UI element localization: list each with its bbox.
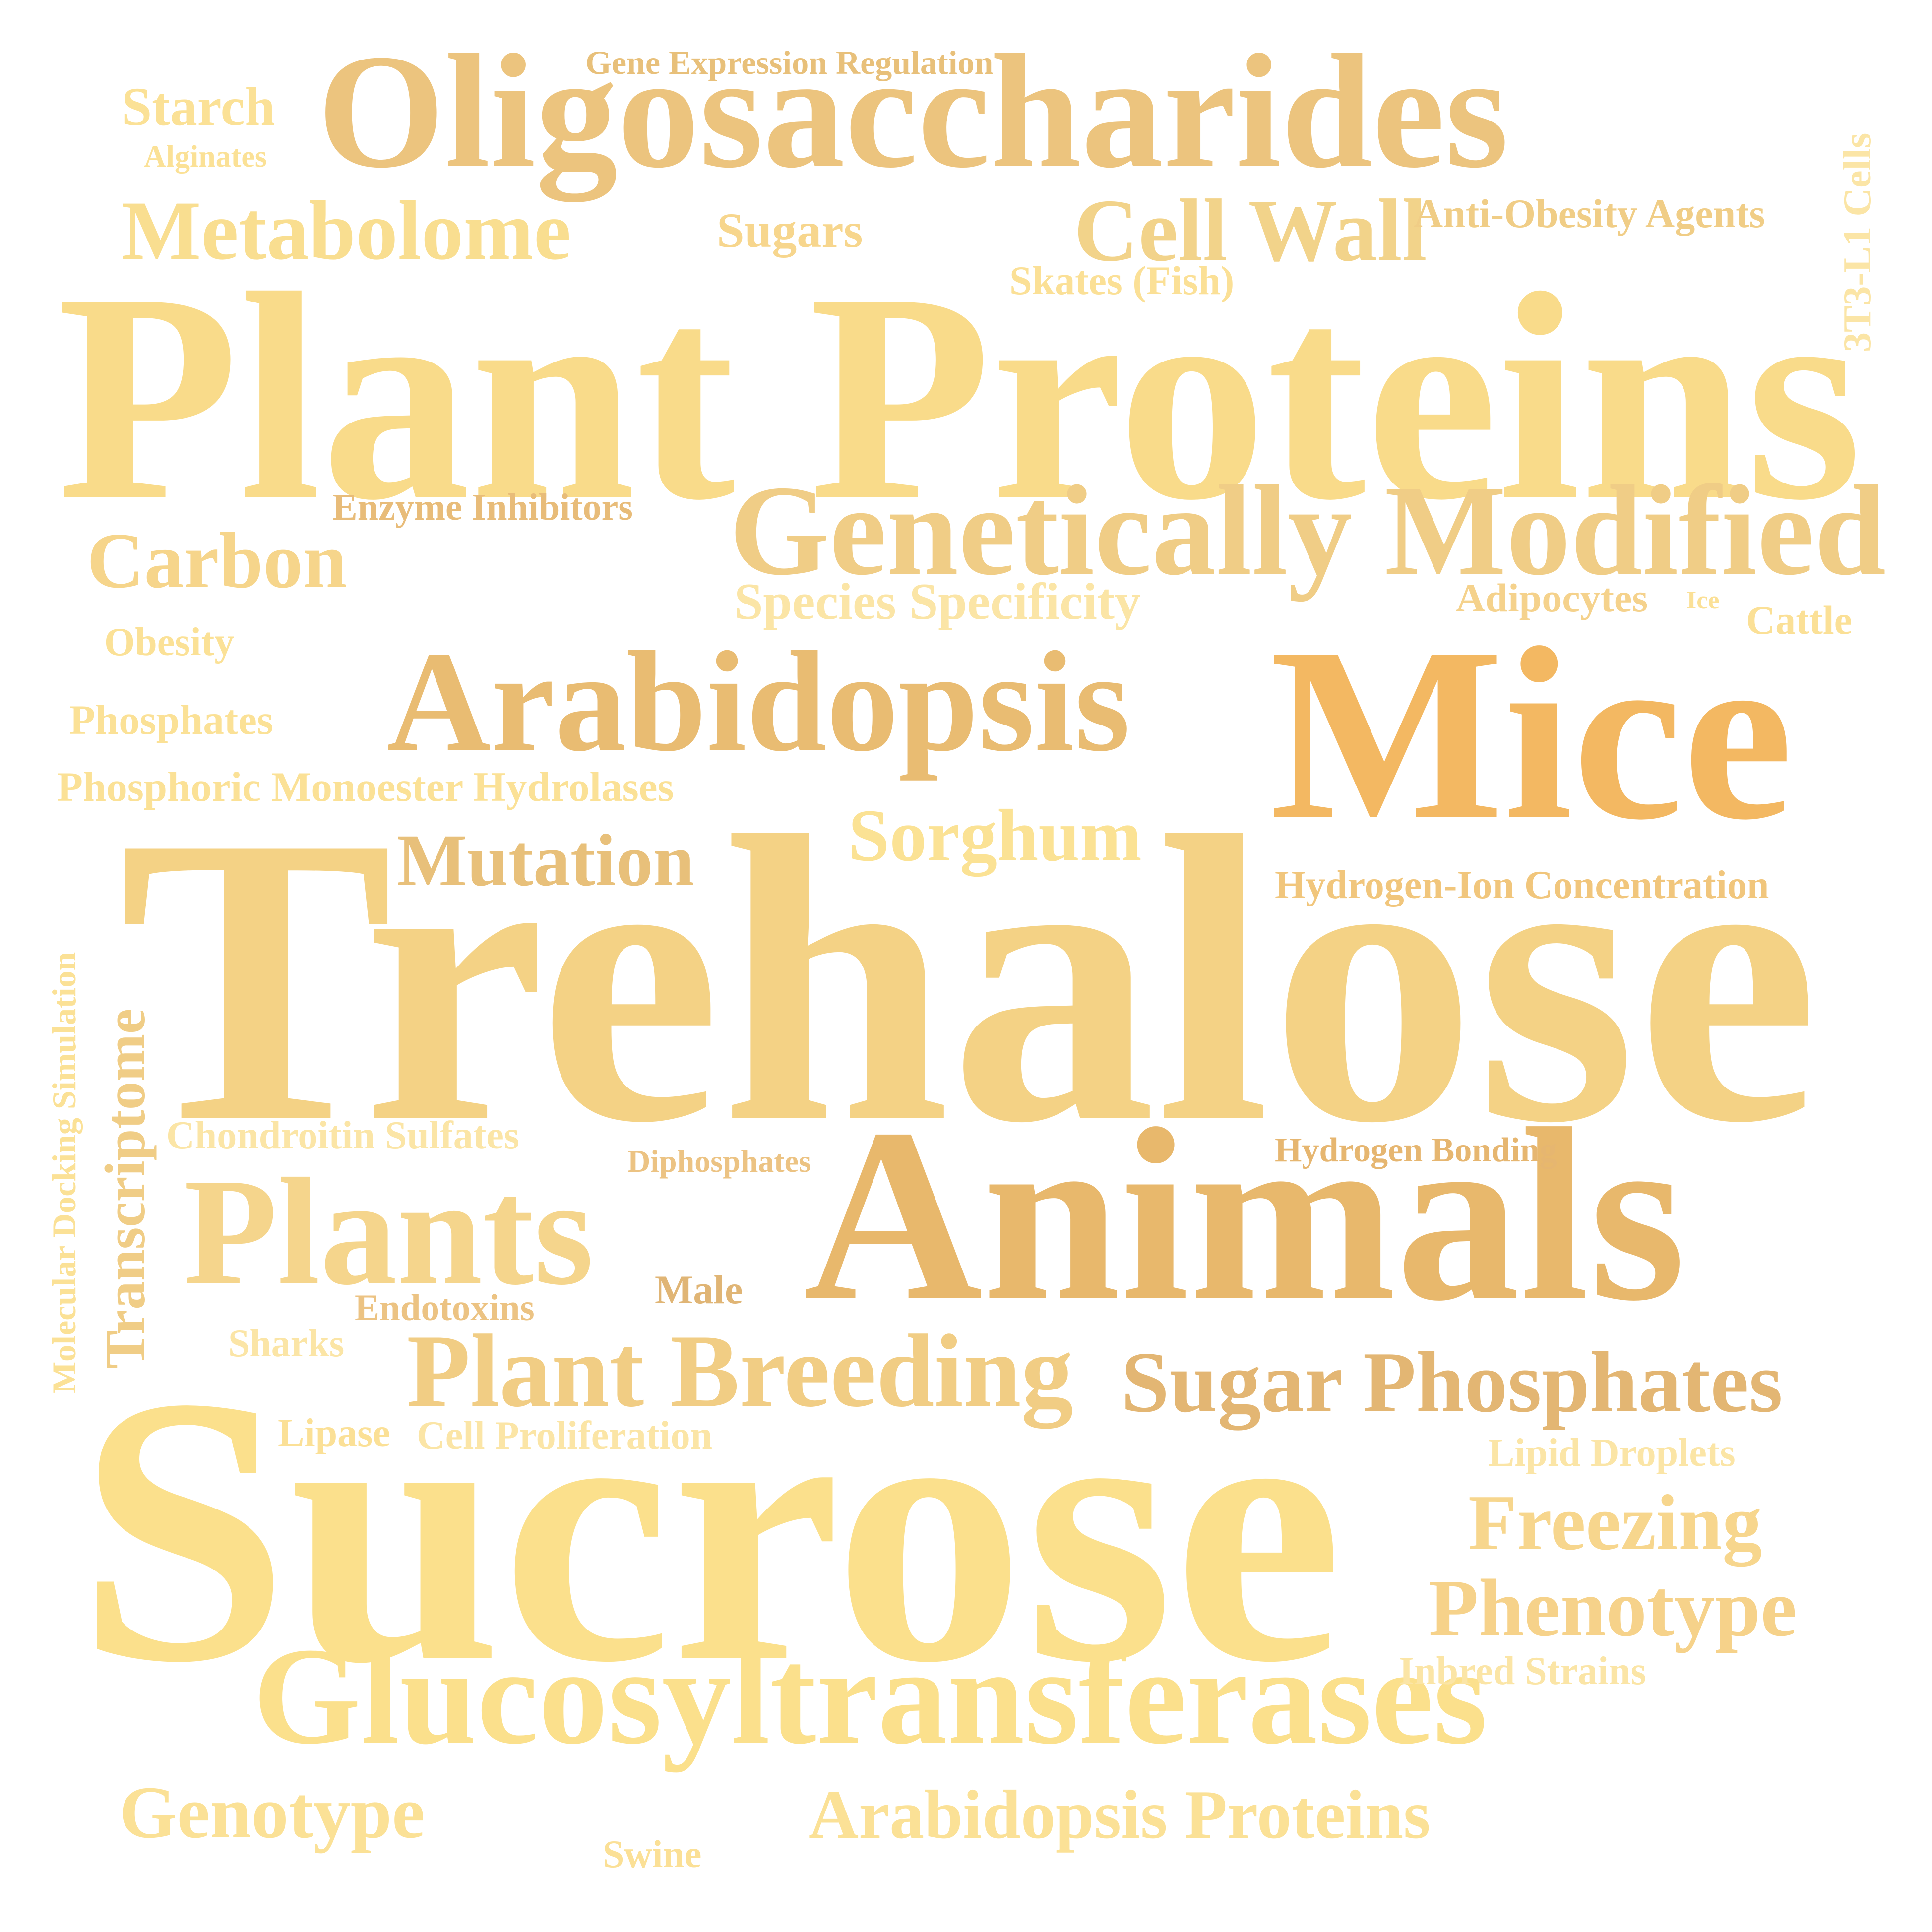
word-endotoxins: Endotoxins [355, 1287, 535, 1328]
word-chondroitin-sulfates: Chondroitin Sulfates [166, 1114, 520, 1157]
word-lipase: Lipase [278, 1411, 390, 1455]
word-skates-fish: Skates (Fish) [1009, 258, 1235, 303]
word-genetically-modified: Genetically Modified [729, 459, 1886, 602]
word-male: Male [655, 1267, 743, 1312]
word-starch: Starch [122, 76, 275, 137]
word-cell-wall: Cell Wall [1074, 181, 1427, 280]
word-trehalose: Trehalose [119, 751, 1819, 1208]
word-mice: Mice [1270, 597, 1793, 871]
word-plants: Plants [184, 1147, 594, 1317]
word-swine: Swine [603, 1832, 702, 1875]
word-ice: Ice [1686, 586, 1720, 614]
word-metabolome: Metabolome [122, 184, 571, 277]
word-cattle: Cattle [1746, 598, 1853, 643]
word-transcriptome: Transcriptome [94, 1008, 157, 1369]
word-sorghum: Sorghum [848, 794, 1142, 877]
word-mutation: Mutation [397, 819, 694, 902]
word-genotype: Genotype [119, 1771, 425, 1854]
word-cell-proliferation: Cell Proliferation [417, 1414, 713, 1457]
word-species-specificity: Species Specificity [734, 572, 1141, 630]
word-oligosaccharides: Oligosaccharides [317, 21, 1509, 202]
word-3t3-l1-cells: 3T3-L1 Cells [1836, 132, 1879, 352]
word-gene-expression-regulation: Gene Expression Regulation [585, 44, 994, 81]
word-plant-proteins: Plant Proteins [57, 232, 1862, 561]
word-carbon: Carbon [87, 516, 347, 604]
word-freezing: Freezing [1468, 1478, 1762, 1567]
word-hydrogen-ion-concentration: Hydrogen-Ion Concentration [1275, 863, 1769, 907]
word-adipocytes: Adipocytes [1456, 575, 1648, 620]
word-diphosphates: Diphosphates [627, 1144, 811, 1179]
word-sugar-phosphates: Sugar Phosphates [1121, 1334, 1783, 1430]
word-anti-obesity-agents: Anti-Obesity Agents [1414, 191, 1765, 236]
word-arabidopsis: Arabidopsis [387, 622, 1130, 781]
word-inbred-strains: Inbred Strains [1399, 1649, 1646, 1693]
word-phosphoric-monoester-hydrolases: Phosphoric Monoester Hydrolases [57, 764, 674, 810]
word-lipid-droplets: Lipid Droplets [1488, 1431, 1736, 1475]
word-animals: Animals [804, 1078, 1686, 1352]
word-enzyme-inhibitors: Enzyme Inhibitors [332, 486, 633, 528]
word-arabidopsis-proteins: Arabidopsis Proteins [809, 1776, 1431, 1853]
word-molecular-docking-simulation: Molecular Docking Simulation [45, 952, 83, 1393]
word-sharks: Sharks [228, 1322, 345, 1365]
word-phenotype: Phenotype [1429, 1563, 1797, 1653]
word-sucrose: Sucrose [77, 1318, 1343, 1741]
word-plant-breeding: Plant Breeding [407, 1314, 1073, 1429]
word-obesity: Obesity [104, 620, 235, 664]
word-hydrogen-bonding: Hydrogen Bonding [1275, 1131, 1557, 1169]
word-phosphates: Phosphates [69, 697, 273, 743]
word-glucosyltransferases: Glucosyltransferases [253, 1619, 1488, 1773]
word-sugars: Sugars [717, 203, 863, 258]
word-alginates: Alginates [144, 140, 267, 174]
